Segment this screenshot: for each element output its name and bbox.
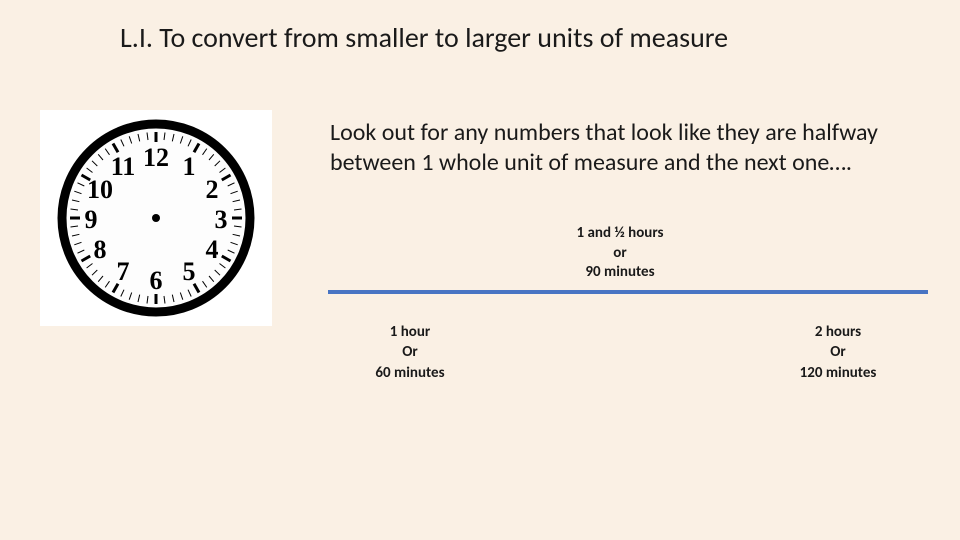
page-title: L.I. To convert from smaller to larger u…: [120, 20, 728, 55]
midpoint-line-1: 1 and ½ hours: [490, 224, 750, 244]
clock-num-10: 10: [87, 175, 113, 204]
left-endpoint-label: 1 hour Or 60 minutes: [350, 322, 470, 383]
number-line: [328, 290, 928, 294]
clock-num-6: 6: [150, 266, 163, 295]
clock-num-8: 8: [94, 235, 107, 264]
left-line-2: Or: [350, 342, 470, 362]
left-line-1: 1 hour: [350, 322, 470, 342]
clock-num-5: 5: [183, 257, 196, 286]
clock-image: 12 1 2 3 4 5 6 7 8 9 10 11: [40, 110, 272, 326]
right-line-3: 120 minutes: [768, 363, 908, 383]
clock-num-11: 11: [111, 152, 136, 181]
right-line-1: 2 hours: [768, 322, 908, 342]
clock-num-4: 4: [206, 235, 219, 264]
clock-num-7: 7: [117, 257, 130, 286]
midpoint-label: 1 and ½ hours or 90 minutes: [490, 224, 750, 283]
body-paragraph: Look out for any numbers that look like …: [330, 118, 920, 178]
midpoint-line-3: 90 minutes: [490, 263, 750, 283]
clock-num-1: 1: [183, 152, 196, 181]
right-line-2: Or: [768, 342, 908, 362]
right-endpoint-label: 2 hours Or 120 minutes: [768, 322, 908, 383]
clock-num-2: 2: [206, 175, 219, 204]
clock-num-9: 9: [85, 205, 98, 234]
midpoint-line-2: or: [490, 244, 750, 264]
clock-num-12: 12: [143, 143, 169, 172]
clock-icon: 12 1 2 3 4 5 6 7 8 9 10 11: [40, 110, 272, 326]
left-line-3: 60 minutes: [350, 363, 470, 383]
clock-num-3: 3: [215, 205, 228, 234]
